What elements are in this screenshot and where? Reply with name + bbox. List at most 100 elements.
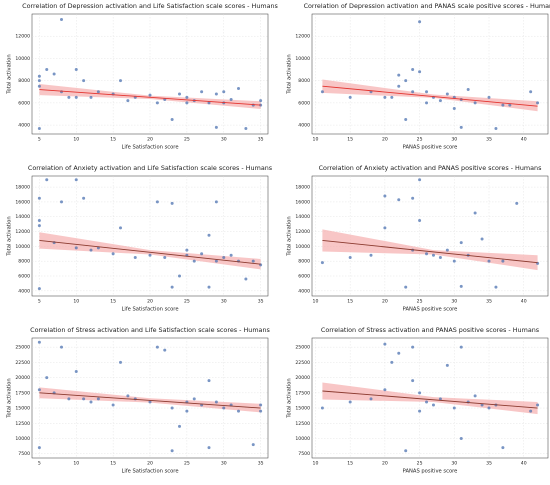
point	[487, 95, 491, 99]
point	[251, 443, 255, 447]
y-tick-label: 15000	[15, 406, 30, 412]
point	[155, 101, 159, 105]
point	[200, 90, 204, 94]
point	[119, 226, 122, 230]
point	[148, 93, 152, 97]
x-tick-label: 35	[486, 137, 492, 143]
point	[37, 446, 41, 450]
point	[348, 95, 352, 99]
x-tick-label: 35	[486, 461, 492, 467]
point	[383, 226, 387, 230]
point	[214, 125, 218, 129]
point	[536, 403, 540, 407]
point	[192, 259, 196, 263]
y-tick-label: 10000	[295, 244, 310, 250]
y-tick-label: 4000	[18, 123, 30, 129]
y-tick-label: 17500	[15, 390, 30, 396]
point	[185, 101, 189, 105]
x-tick-label: 20	[382, 137, 388, 143]
point	[459, 345, 463, 349]
y-tick-label: 6000	[298, 100, 310, 106]
point	[383, 95, 387, 99]
point	[411, 68, 415, 72]
point	[178, 92, 181, 96]
point	[529, 90, 533, 94]
x-tick-label: 25	[417, 137, 423, 143]
point	[37, 287, 41, 291]
x-tick-label: 30	[451, 461, 457, 467]
point	[452, 106, 456, 110]
point	[222, 90, 226, 94]
point	[487, 406, 491, 410]
point	[501, 446, 505, 450]
regression-line	[39, 392, 261, 409]
x-tick-label: 15	[110, 461, 116, 467]
point	[397, 84, 401, 88]
x-axis-label: Life Satisfaction score	[121, 307, 178, 313]
point	[515, 201, 519, 205]
point	[404, 449, 408, 453]
regression-line	[39, 89, 261, 106]
point	[229, 98, 233, 102]
point	[200, 252, 204, 256]
x-tick-label: 30	[221, 461, 227, 467]
point	[74, 246, 78, 250]
point	[37, 340, 41, 344]
point	[163, 255, 167, 259]
x-tick-label: 35	[258, 137, 264, 143]
point	[214, 259, 218, 263]
y-axis-label: Total activation	[7, 54, 13, 94]
y-tick-label: 6000	[18, 274, 30, 280]
y-tick-label: 7500	[18, 451, 30, 457]
point	[214, 200, 218, 204]
point	[170, 449, 174, 453]
point	[82, 397, 86, 401]
x-tick-label: 40	[521, 299, 527, 305]
point	[411, 196, 415, 200]
point	[425, 101, 429, 105]
regression-line	[39, 239, 261, 265]
y-tick-label: 4000	[298, 123, 310, 129]
point	[320, 261, 324, 265]
y-tick-label: 18000	[15, 185, 30, 191]
panel: Correlation of Depression activation and…	[287, 2, 550, 151]
point	[473, 394, 477, 398]
point	[466, 88, 470, 92]
point	[411, 345, 415, 349]
point	[397, 73, 401, 77]
y-tick-label: 16000	[295, 199, 310, 205]
y-axis-label: Total activation	[7, 216, 13, 256]
y-axis-label: Total activation	[287, 378, 293, 418]
point	[37, 218, 41, 222]
x-tick-label: 20	[147, 461, 153, 467]
point	[207, 101, 211, 105]
point	[170, 406, 174, 410]
point	[60, 200, 63, 204]
x-axis-label: PANAS positive score	[403, 145, 458, 151]
confidence-band	[322, 79, 538, 112]
point	[207, 233, 211, 237]
y-tick-label: 10000	[15, 56, 30, 62]
point	[390, 360, 394, 364]
point	[60, 18, 63, 22]
point	[259, 99, 263, 103]
panel-title: Correlation of Anxiety activation and PA…	[319, 164, 542, 172]
y-tick-label: 20000	[295, 375, 310, 381]
point	[459, 125, 463, 129]
point	[404, 118, 408, 122]
point	[501, 103, 505, 107]
point	[480, 403, 484, 407]
point	[170, 118, 174, 122]
point	[207, 446, 211, 450]
point	[411, 90, 415, 94]
point	[404, 79, 408, 83]
y-tick-label: 20000	[15, 375, 30, 381]
point	[529, 409, 533, 413]
panel-title: Correlation of Anxiety activation and Li…	[28, 164, 273, 172]
point	[418, 178, 422, 182]
point	[37, 388, 41, 392]
x-axis-label: Life Satisfaction score	[121, 145, 178, 151]
y-axis-label: Total activation	[7, 378, 13, 418]
point	[60, 345, 63, 349]
